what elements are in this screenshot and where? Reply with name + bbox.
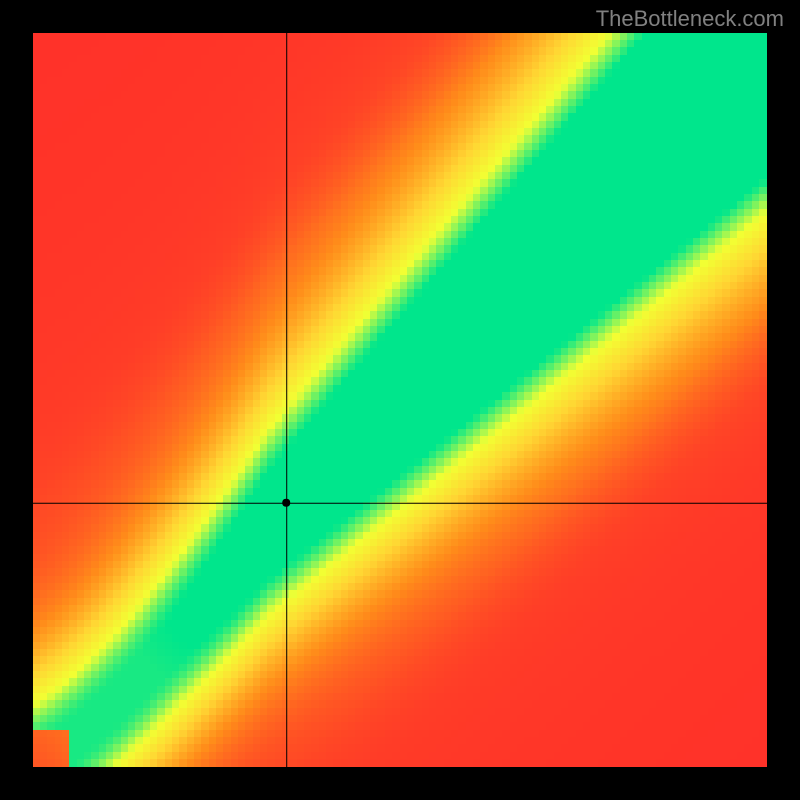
- watermark-text: TheBottleneck.com: [596, 6, 784, 32]
- heatmap-chart: [33, 33, 767, 767]
- heatmap-canvas: [33, 33, 767, 767]
